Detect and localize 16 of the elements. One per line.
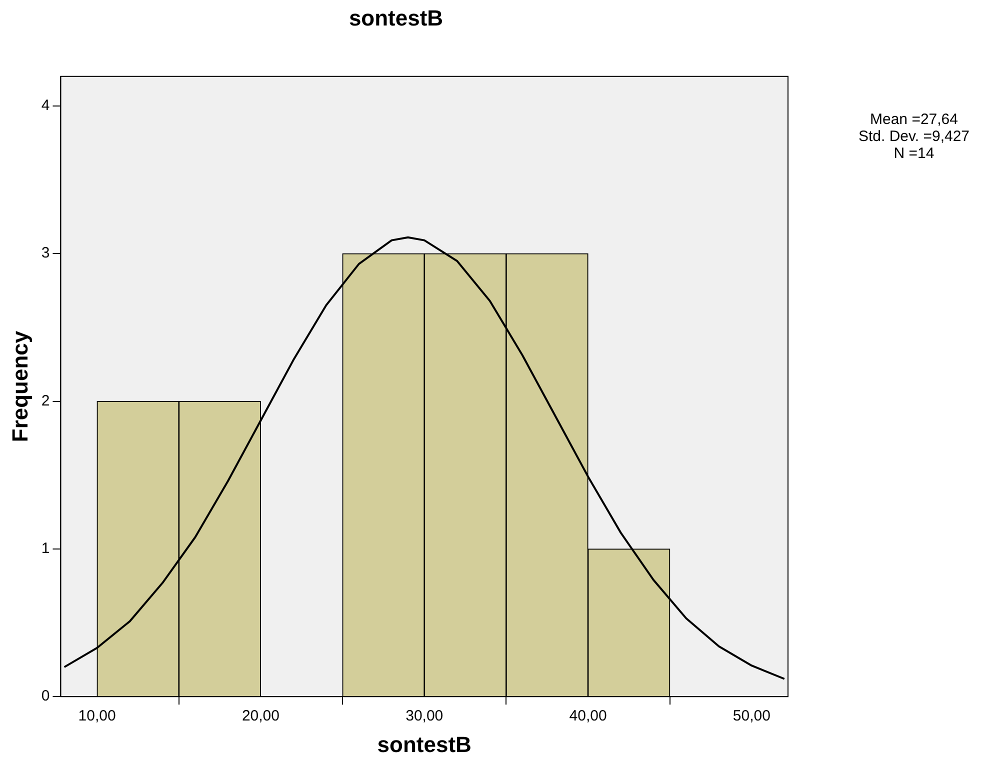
x-tick-label: 30,00 (406, 708, 444, 725)
y-tick-label: 0 (41, 688, 50, 705)
x-axis-title: sontestB (377, 732, 472, 757)
text: Std. Dev. =9,427 (858, 128, 970, 146)
text: Mean =27,64 (870, 111, 958, 128)
x-tick-label: 50,00 (732, 708, 770, 725)
x-tick-label: 20,00 (242, 708, 280, 725)
x-tick-label: 10,00 (78, 708, 116, 725)
text: N =14 (894, 145, 934, 162)
y-tick-label: 4 (41, 97, 50, 114)
y-axis-title: Frequency (7, 330, 32, 442)
y-tick-label: 2 (41, 392, 50, 410)
x-tick-label: 40,00 (569, 708, 607, 725)
y-tick-label: 3 (41, 244, 50, 262)
y-tick-label: 1 (41, 540, 50, 558)
chart-title: sontestB (348, 5, 444, 30)
